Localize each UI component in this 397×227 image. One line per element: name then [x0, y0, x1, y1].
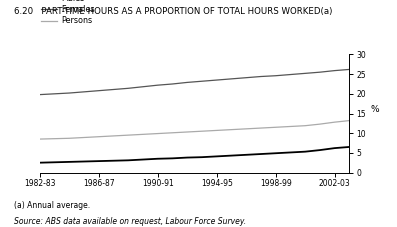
Text: (a) Annual average.: (a) Annual average. — [14, 201, 90, 210]
Y-axis label: %: % — [370, 104, 379, 114]
Legend: Males, Females, Persons: Males, Females, Persons — [40, 0, 94, 25]
Text: 6.20   PART-TIME HOURS AS A PROPORTION OF TOTAL HOURS WORKED(a): 6.20 PART-TIME HOURS AS A PROPORTION OF … — [14, 7, 332, 16]
Text: Source: ABS data available on request, Labour Force Survey.: Source: ABS data available on request, L… — [14, 217, 246, 226]
